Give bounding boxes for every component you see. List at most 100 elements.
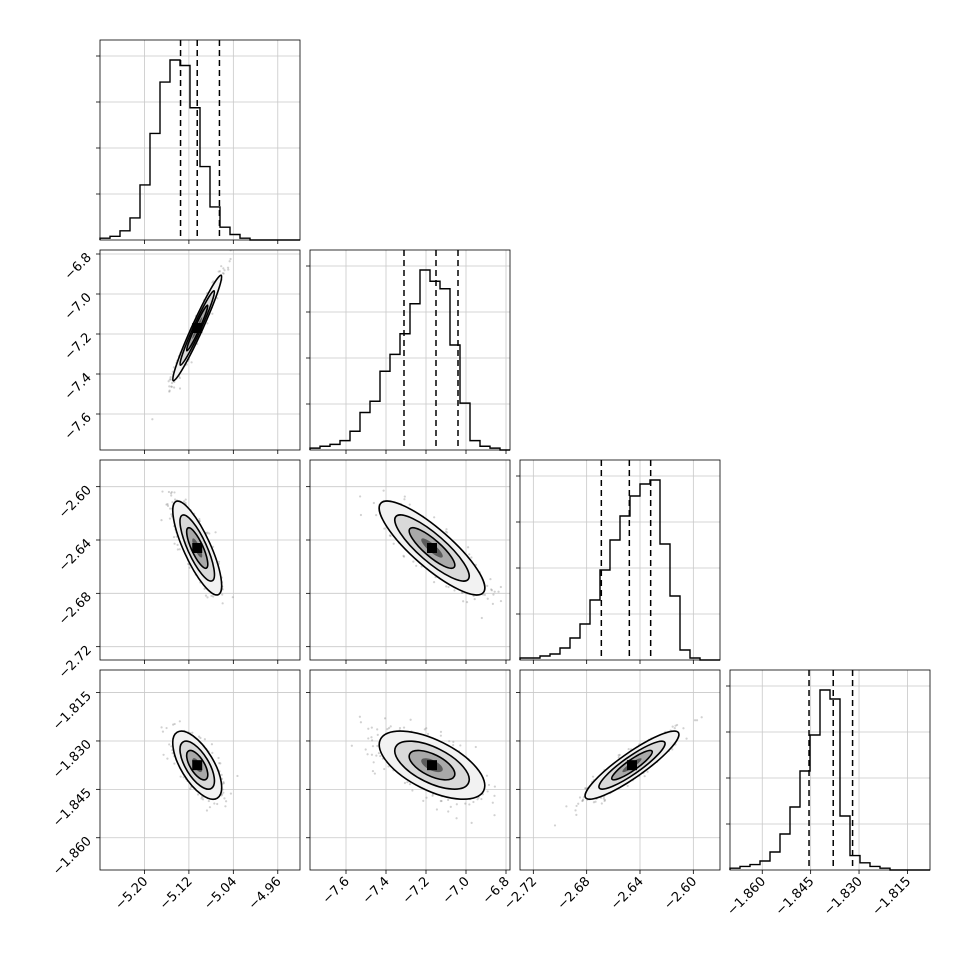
x-tick-label: −2.64 [608, 874, 647, 913]
sample-point [210, 594, 213, 597]
sample-point [190, 361, 193, 364]
sample-point [211, 751, 214, 754]
sample-point [226, 266, 230, 269]
y-tick-label: −2.72 [56, 643, 95, 682]
sample-point [176, 548, 179, 551]
sample-point [646, 770, 649, 773]
density-peak [192, 543, 203, 553]
sample-point [671, 725, 674, 728]
panel-frame [99, 459, 301, 661]
sample-point [617, 756, 620, 759]
x-tick-label: −1.860 [724, 874, 769, 919]
sample-point [178, 720, 181, 723]
sample-point [490, 589, 494, 592]
sample-point [191, 731, 194, 734]
sample-point [388, 534, 391, 537]
sample-point [412, 560, 415, 563]
sample-point [173, 542, 176, 545]
sample-point [212, 595, 215, 598]
sample-point [375, 514, 378, 517]
sample-point [188, 566, 191, 569]
panel-frame [99, 669, 301, 871]
sample-point [446, 531, 449, 534]
sample-point [375, 754, 378, 757]
sample-point [582, 798, 585, 801]
sample-point [492, 593, 495, 596]
sample-point [151, 418, 154, 421]
sample-point [217, 560, 221, 563]
y-tick-label: −1.830 [50, 737, 95, 782]
sample-point [439, 730, 443, 733]
sample-point [415, 564, 418, 567]
sample-point [216, 297, 219, 300]
sample-point [695, 719, 699, 722]
density-peak [427, 543, 437, 553]
sample-point [402, 726, 406, 729]
sample-point [169, 378, 172, 381]
sample-point [208, 806, 212, 809]
sample-point [372, 501, 375, 505]
x-tick-label: −1.845 [773, 874, 818, 919]
panel-frame [519, 459, 721, 661]
sample-point [387, 726, 391, 730]
histogram-step [519, 479, 720, 661]
sample-point [370, 726, 373, 729]
sample-point [170, 385, 173, 388]
sample-point [222, 782, 225, 785]
hist-panel-3 [726, 669, 931, 874]
sample-point [447, 798, 450, 802]
sample-point [643, 775, 646, 778]
sample-point [617, 754, 620, 757]
sample-point [408, 503, 411, 506]
x-tick-label: −5.04 [201, 874, 240, 913]
sample-point [166, 503, 169, 506]
sample-point [389, 534, 392, 538]
sample-point [371, 739, 374, 742]
sample-point [166, 757, 169, 760]
sample-point [499, 599, 503, 603]
sample-point [389, 725, 392, 728]
sample-point [486, 584, 489, 587]
sample-point [168, 743, 171, 746]
y-tick-label: −7.0 [62, 290, 95, 323]
scatter-panel-3-2 [516, 669, 721, 874]
sample-point [408, 783, 412, 786]
hist-panel-2 [516, 459, 721, 664]
sample-point [217, 270, 220, 273]
sample-point [179, 775, 182, 778]
sample-point [170, 381, 174, 385]
sample-point [603, 799, 606, 803]
sample-point [166, 504, 170, 507]
sample-point [203, 738, 206, 741]
scatter-panel-3-1 [306, 669, 511, 874]
sample-point [221, 593, 224, 596]
sample-point [364, 748, 367, 751]
sample-point [231, 596, 234, 599]
panel-content [553, 716, 703, 827]
sample-point [213, 802, 216, 805]
sample-point [224, 800, 228, 803]
sample-point [493, 814, 496, 817]
sample-point [682, 727, 685, 730]
sample-point [486, 597, 489, 600]
sample-point [229, 792, 233, 795]
sample-point [370, 736, 373, 739]
panel-frame [99, 249, 301, 451]
x-tick-label: −1.830 [821, 874, 866, 919]
sample-point [447, 810, 450, 813]
sample-point [487, 783, 491, 787]
sample-point [448, 740, 451, 743]
sample-point [452, 740, 455, 743]
sample-point [382, 489, 385, 492]
sample-point [383, 717, 387, 720]
sample-point [172, 366, 175, 369]
sample-point [221, 272, 225, 275]
histogram-step [99, 59, 300, 241]
sample-point [367, 737, 370, 740]
x-tick-label: −7.4 [360, 874, 393, 907]
density-peak [427, 760, 437, 771]
sample-point [402, 554, 405, 557]
sample-point [350, 744, 353, 747]
sample-point [491, 602, 494, 605]
sample-point [176, 543, 179, 546]
